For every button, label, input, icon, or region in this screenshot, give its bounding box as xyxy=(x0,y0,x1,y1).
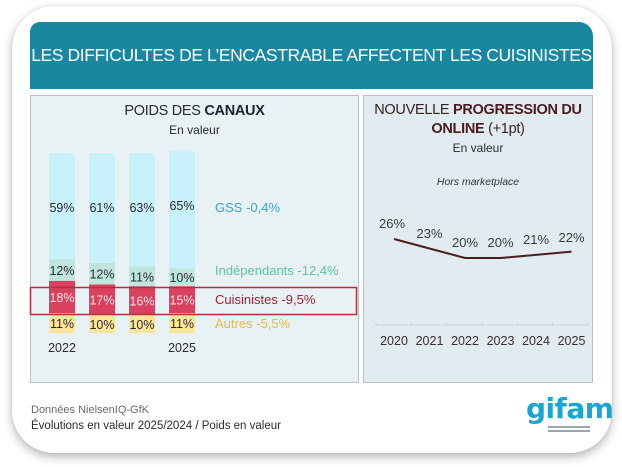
bar-segment-gss xyxy=(89,153,115,263)
bar-value-label: 10% xyxy=(169,271,194,285)
bar-value-label: 18% xyxy=(49,291,74,305)
slide-header: LES DIFFICULTES DE L’ENCASTRABLE AFFECTE… xyxy=(30,22,593,89)
gifam-logo: gifam xyxy=(526,392,614,438)
source-note: Données NielsenIQ-GfK xyxy=(31,404,149,416)
bar-value-label: 61% xyxy=(89,201,114,215)
legend-label-autres: Autres -5,5% xyxy=(215,316,291,331)
logo-tagline xyxy=(548,426,590,434)
bar-value-label: 12% xyxy=(49,264,74,278)
point-value-label: 20% xyxy=(487,235,513,250)
bar-segment-indépendants xyxy=(129,266,155,287)
point-value-label: 26% xyxy=(379,216,405,231)
point-value-label: 23% xyxy=(416,226,442,241)
bar-value-label: 17% xyxy=(89,294,114,308)
slide-title: LES DIFFICULTES DE L’ENCASTRABLE AFFECTE… xyxy=(31,45,592,65)
bar-segment-autres xyxy=(49,313,75,333)
bar-value-label: 15% xyxy=(169,294,194,308)
highlight-box-cuisinistes xyxy=(29,286,358,316)
bar-segment-indépendants xyxy=(49,259,75,281)
point-value-label: 20% xyxy=(452,235,478,250)
bar-segment-autres xyxy=(129,315,155,333)
bar-value-label: 10% xyxy=(129,318,154,332)
evolution-note: Évolutions en valeur 2025/2024 / Poids e… xyxy=(31,420,281,432)
bar-segment-indépendants xyxy=(89,262,115,285)
legend-label-cuisinistes: Cuisinistes -9,5% xyxy=(215,292,316,307)
bar-value-label: 10% xyxy=(89,318,114,332)
bar-value-label: 59% xyxy=(49,201,74,215)
bar-value-label: 12% xyxy=(89,268,114,282)
bar-segment-gss xyxy=(129,153,155,267)
legend-label-indépendants: Indépendants -12,4% xyxy=(215,263,339,278)
online-title: NOUVELLE PROGRESSION DU ONLINE (+1pt) xyxy=(374,102,582,137)
online-note: Hors marketplace xyxy=(436,176,520,188)
category-label: 2022 xyxy=(48,341,76,355)
bar-segment-gss xyxy=(169,151,195,269)
point-value-label: 21% xyxy=(523,232,549,247)
bar-segment-autres xyxy=(169,313,195,333)
channels-subtitle: En valeur xyxy=(169,123,220,137)
online-panel: NOUVELLE PROGRESSION DU ONLINE (+1pt) En… xyxy=(363,95,593,383)
bar-segment-cuisinistes xyxy=(89,284,115,315)
point-value-label: 22% xyxy=(558,230,584,245)
online-subtitle: En valeur xyxy=(452,141,504,155)
bar-segment-autres xyxy=(89,315,115,333)
x-tick-label: 2022 xyxy=(451,334,479,348)
bar-value-label: 63% xyxy=(129,201,154,215)
bar-segment-cuisinistes xyxy=(169,286,195,314)
bar-value-label: 11% xyxy=(50,317,74,331)
bar-segment-indépendants xyxy=(169,268,195,287)
x-tick-label: 2020 xyxy=(380,334,408,348)
bar-value-label: 11% xyxy=(130,270,154,284)
x-tick-label: 2021 xyxy=(416,334,444,348)
bar-segment-gss xyxy=(49,153,75,260)
bar-segment-cuisinistes xyxy=(129,286,155,315)
bar-value-label: 16% xyxy=(129,295,154,309)
bar-value-label: 65% xyxy=(169,199,194,213)
bar-segment-cuisinistes xyxy=(49,280,75,314)
x-tick-label: 2025 xyxy=(558,334,586,348)
bar-value-label: 11% xyxy=(170,317,194,331)
logo-text: gifam xyxy=(526,392,614,425)
category-label: 2025 xyxy=(168,341,196,355)
online-series-line xyxy=(393,238,572,259)
x-tick-label: 2023 xyxy=(487,334,515,348)
legend-label-gss: GSS -0,4% xyxy=(215,200,280,215)
channels-title: POIDS DES CANAUX xyxy=(124,103,265,119)
x-tick-label: 2024 xyxy=(522,334,550,348)
